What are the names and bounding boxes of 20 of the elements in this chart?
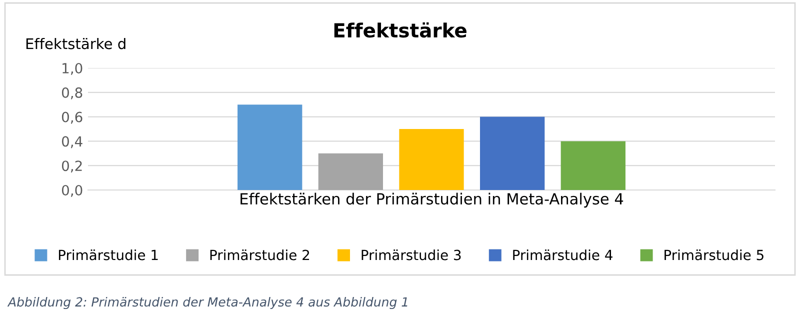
y-axis-title: Effektstärke d: [26, 38, 126, 50]
text: Abbildung 2: Primärstudien der Meta-Analyse 4 aus Abbildung 1: [7, 296, 408, 310]
chart-title: Effektstärke: [334, 22, 466, 38]
y-tick-label: 0,0: [62, 184, 82, 197]
legend-label: Primärstudie 5: [664, 250, 764, 260]
legend-label: Primärstudie 4: [513, 250, 612, 260]
legend-label: Primärstudie 2: [210, 250, 310, 260]
y-tick-label: 0,6: [62, 112, 82, 124]
y-tick-label: 0,4: [62, 136, 82, 148]
bar: [399, 129, 464, 190]
bar: [480, 116, 545, 190]
legend-label: Primärstudie 1: [58, 250, 158, 260]
y-tick-label: 0,8: [62, 87, 82, 100]
bar: [238, 104, 302, 190]
bar: [318, 153, 384, 190]
legend-label: Primärstudie 3: [362, 250, 461, 260]
bar: [560, 141, 626, 190]
y-tick-label: 0,2: [62, 160, 82, 172]
y-tick-label: 1,0: [62, 62, 82, 75]
x-tick-label: Effektstärken der Primärstudien in Meta-Analyse 4: [240, 192, 624, 208]
